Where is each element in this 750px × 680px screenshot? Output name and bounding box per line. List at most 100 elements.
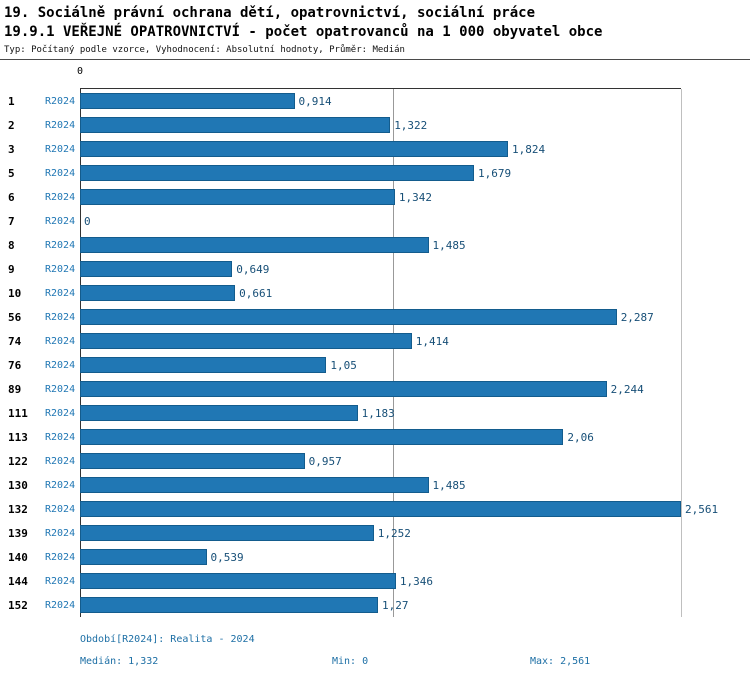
value-label: 2,06 (567, 430, 594, 444)
row-period-label: R2024 (45, 95, 76, 107)
median-gridline (392, 89, 394, 617)
row-period-label: R2024 (45, 191, 76, 203)
row-bar-area: 0,914 (80, 89, 750, 113)
chart-row: 8 R2024 1,485 (0, 233, 750, 257)
row-period-label: R2024 (45, 407, 76, 419)
value-label: 0,661 (239, 286, 273, 300)
footer-median-label: Medián: 1,332 (80, 656, 159, 667)
value-bar (80, 261, 233, 277)
row-bar-area: 2,244 (80, 377, 750, 401)
row-bar-area: 0,957 (80, 449, 750, 473)
row-period-label: R2024 (45, 287, 76, 299)
row-bar-area: 1,485 (80, 233, 750, 257)
value-label: 1,485 (432, 238, 466, 252)
value-label: 0,649 (236, 262, 270, 276)
chart-row: 10 R2024 0,661 (0, 281, 750, 305)
chart-row: 6 R2024 1,342 (0, 185, 750, 209)
value-label: 1,485 (432, 478, 466, 492)
chart-row: 111 R2024 1,183 (0, 401, 750, 425)
value-label: 0 (84, 214, 91, 228)
row-category-label: 122 (8, 454, 28, 468)
value-bar (80, 189, 395, 205)
value-bar (80, 333, 412, 349)
row-category-label: 144 (8, 574, 28, 588)
chart-row: 2 R2024 1,322 (0, 113, 750, 137)
row-bar-area: 0,661 (80, 281, 750, 305)
row-bar-area: 2,561 (80, 497, 750, 521)
row-period-label: R2024 (45, 503, 76, 515)
chart-row: 140 R2024 0,539 (0, 545, 750, 569)
chart-row: 9 R2024 0,649 (0, 257, 750, 281)
value-label: 1,05 (330, 358, 357, 372)
value-bar (80, 453, 305, 469)
row-period-label: R2024 (45, 359, 76, 371)
chart-row: 144 R2024 1,346 (0, 569, 750, 593)
row-period-label: R2024 (45, 551, 76, 563)
row-bar-area: 1,342 (80, 185, 750, 209)
value-bar (80, 429, 564, 445)
value-bar (80, 237, 429, 253)
row-category-label: 2 (8, 118, 15, 132)
chart-row: 89 R2024 2,244 (0, 377, 750, 401)
value-label: 1,183 (361, 406, 395, 420)
row-bar-area: 1,485 (80, 473, 750, 497)
chart-row: 1 R2024 0,914 (0, 89, 750, 113)
chart-row: 3 R2024 1,824 (0, 137, 750, 161)
chart-row: 130 R2024 1,485 (0, 473, 750, 497)
value-label: 0,539 (210, 550, 244, 564)
row-category-label: 56 (8, 310, 22, 324)
footer-max-label: Max: 2,561 (530, 656, 591, 667)
value-bar (80, 501, 681, 517)
row-category-label: 89 (8, 382, 22, 396)
value-label: 1,824 (512, 142, 546, 156)
row-period-label: R2024 (45, 263, 76, 275)
row-bar-area: 2,06 (80, 425, 750, 449)
value-bar (80, 381, 607, 397)
chart-row: 76 R2024 1,05 (0, 353, 750, 377)
row-category-label: 10 (8, 286, 22, 300)
plot-right-gridline (681, 89, 682, 617)
row-bar-area: 0 (80, 209, 750, 233)
value-label: 2,561 (685, 502, 719, 516)
value-bar (80, 573, 396, 589)
chart-row: 5 R2024 1,679 (0, 161, 750, 185)
row-category-label: 76 (8, 358, 22, 372)
bar-chart: 1 R2024 0,914 2 R2024 1,322 3 R2024 1,824 5 R2024 1… (0, 88, 750, 617)
row-bar-area: 0,649 (80, 257, 750, 281)
chart-row: 139 R2024 1,252 (0, 521, 750, 545)
value-bar (80, 405, 358, 421)
footer-min-label: Min: 0 (332, 656, 369, 667)
axis-top-line (80, 88, 681, 89)
value-bar (80, 477, 429, 493)
row-category-label: 6 (8, 190, 15, 204)
row-bar-area: 1,346 (80, 569, 750, 593)
row-period-label: R2024 (45, 383, 76, 395)
row-bar-area: 1,322 (80, 113, 750, 137)
value-label: 1,252 (377, 526, 411, 540)
row-bar-area: 1,183 (80, 401, 750, 425)
value-label: 1,414 (415, 334, 449, 348)
chart-row: 152 R2024 1,27 (0, 593, 750, 617)
row-bar-area: 1,824 (80, 137, 750, 161)
row-period-label: R2024 (45, 311, 76, 323)
row-category-label: 140 (8, 550, 28, 564)
row-category-label: 7 (8, 214, 15, 228)
row-period-label: R2024 (45, 215, 76, 227)
chart-row: 74 R2024 1,414 (0, 329, 750, 353)
value-label: 1,679 (478, 166, 512, 180)
row-bar-area: 1,27 (80, 593, 750, 617)
chart-title-line1: 19. Sociálně právní ochrana dětí, opatro… (4, 5, 536, 21)
row-period-label: R2024 (45, 143, 76, 155)
chart-row: 113 R2024 2,06 (0, 425, 750, 449)
chart-rows: 1 R2024 0,914 2 R2024 1,322 3 R2024 1,824 5 R2024 1… (0, 89, 750, 617)
header-separator (0, 59, 750, 60)
value-label: 1,342 (398, 190, 433, 204)
value-bar (80, 357, 327, 373)
value-bar (80, 525, 374, 541)
row-period-label: R2024 (45, 599, 76, 611)
row-period-label: R2024 (45, 479, 76, 491)
value-bar (80, 93, 295, 109)
row-bar-area: 1,252 (80, 521, 750, 545)
row-category-label: 111 (8, 406, 28, 420)
